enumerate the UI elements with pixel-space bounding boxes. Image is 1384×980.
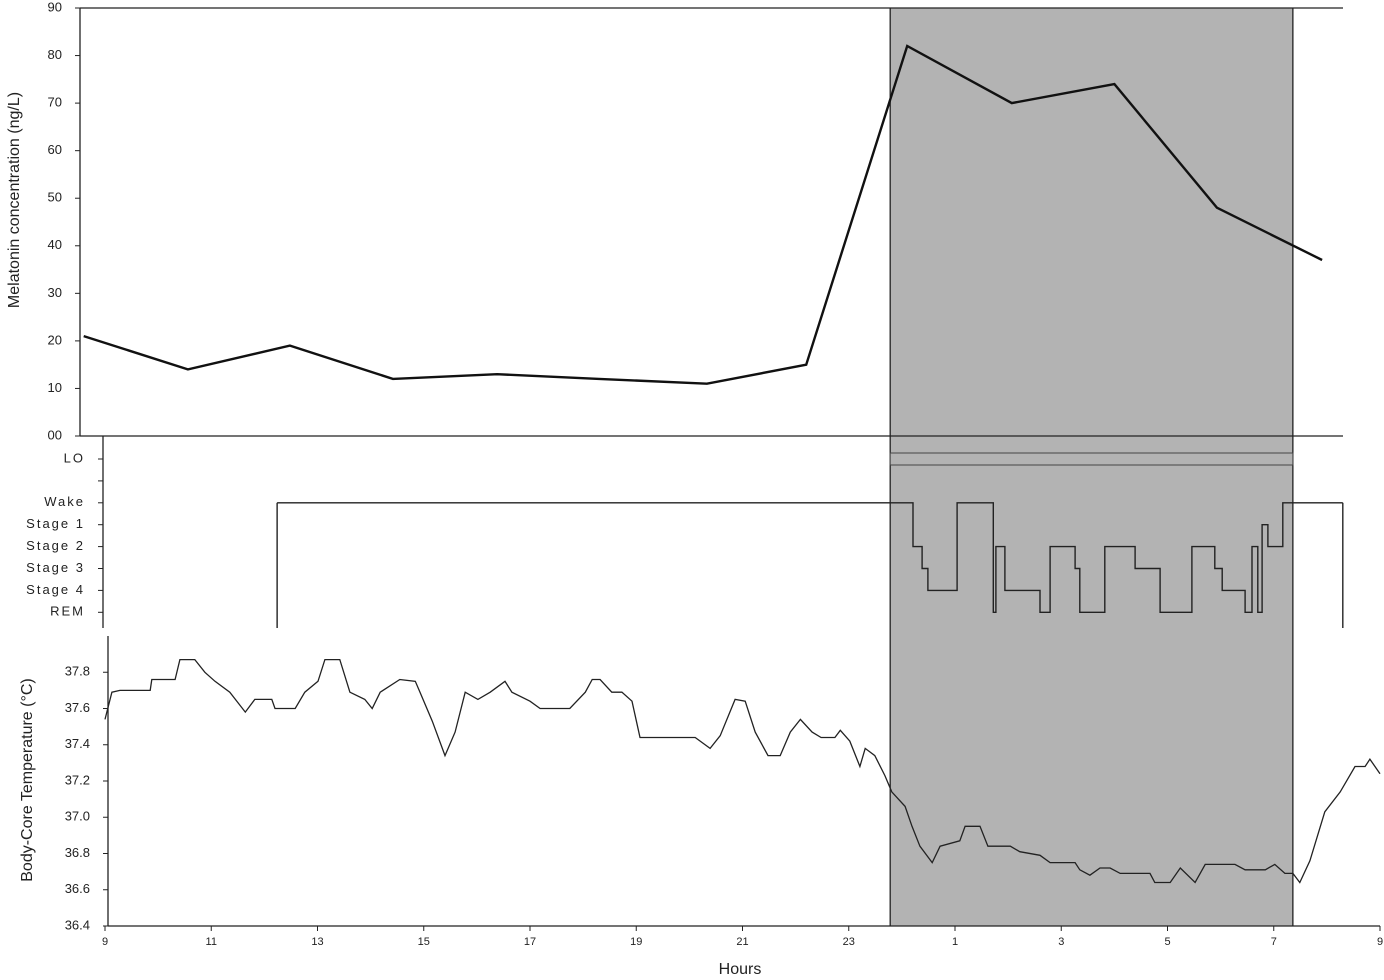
x-tick-label: 9 xyxy=(102,936,108,948)
x-tick-label: 23 xyxy=(843,936,855,948)
y-tick-label: 36.8 xyxy=(65,845,90,860)
y-tick-label: 30 xyxy=(48,285,62,300)
y-tick-label: 37.8 xyxy=(65,664,90,679)
x-tick-label: 7 xyxy=(1271,936,1277,948)
y-tick-label: Stage 2 xyxy=(26,538,85,553)
y-tick-label: 37.4 xyxy=(65,736,90,751)
y-tick-label: Stage 1 xyxy=(26,516,85,531)
x-tick-label: 5 xyxy=(1164,936,1170,948)
y-tick-label: 50 xyxy=(48,190,62,205)
y-tick-label: REM xyxy=(50,604,85,619)
y-tick-label: 36.6 xyxy=(65,881,90,896)
x-tick-label: 15 xyxy=(418,936,430,948)
x-axis-title: Hours xyxy=(719,961,762,978)
shade-layer xyxy=(889,8,1294,926)
y-tick-label: 80 xyxy=(48,47,62,62)
y-tick-label: Stage 4 xyxy=(26,582,85,597)
y-tick-label: Wake xyxy=(44,494,85,509)
y-tick-label: Stage 3 xyxy=(26,560,85,575)
lights-off-shade xyxy=(890,636,1293,926)
x-tick-label: 3 xyxy=(1058,936,1064,948)
x-tick-label: 21 xyxy=(736,936,748,948)
y-tick-label: 60 xyxy=(48,142,62,157)
x-tick-label: 11 xyxy=(206,936,217,948)
y-tick-label: 40 xyxy=(48,237,62,252)
x-tick-label: 19 xyxy=(630,936,642,948)
lights-off-shade xyxy=(890,436,1293,636)
data-line xyxy=(104,658,1381,884)
y-tick-label: 90 xyxy=(48,0,62,14)
lights-off-bar xyxy=(889,452,1294,466)
y-tick-label: 36.4 xyxy=(65,917,90,932)
x-tick-label: 13 xyxy=(311,936,323,948)
hypnogram xyxy=(277,502,1343,613)
y-axis-title: Body-Core Temperature (°C) xyxy=(19,678,36,882)
lights-off-shade xyxy=(890,8,1293,436)
y-tick-label: 20 xyxy=(48,332,62,347)
x-tick-label: 9 xyxy=(1377,936,1383,948)
y-tick-label: 70 xyxy=(48,95,62,110)
x-tick-label: 1 xyxy=(952,936,958,948)
y-tick-label: LO xyxy=(64,450,85,465)
y-tick-label: 37.0 xyxy=(65,809,90,824)
x-tick-label: 17 xyxy=(524,936,536,948)
y-tick-label: 10 xyxy=(48,380,62,395)
y-axis-title: Melatonin concentration (ng/L) xyxy=(6,92,23,308)
y-tick-label: 37.6 xyxy=(65,700,90,715)
data-line xyxy=(83,44,1323,385)
y-tick-label: 37.2 xyxy=(65,772,90,787)
y-tick-label: 00 xyxy=(48,427,62,442)
